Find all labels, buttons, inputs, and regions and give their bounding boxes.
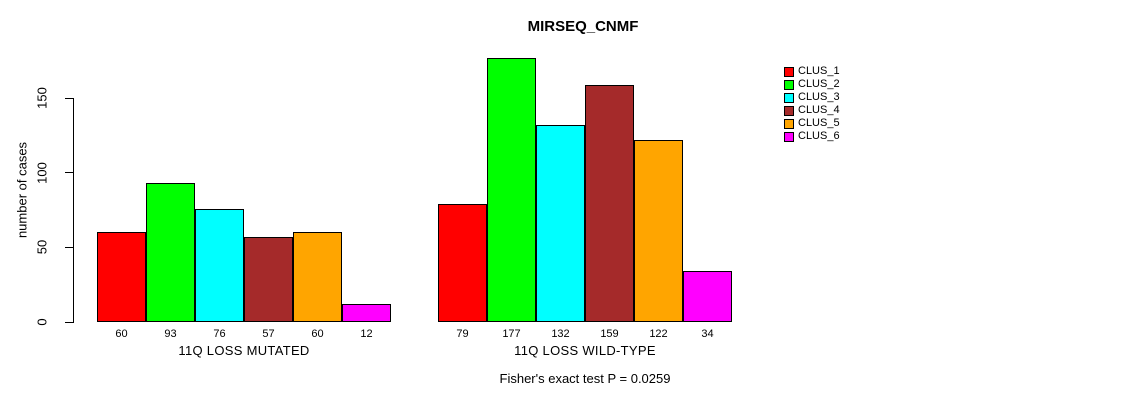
group-label-2: 11Q LOSS WILD-TYPE (514, 343, 656, 358)
y-tick (65, 246, 73, 248)
legend-label: CLUS_4 (798, 104, 840, 116)
bar-clus_5-group1 (293, 232, 342, 322)
bar-clus_6-group2 (683, 271, 732, 322)
group-label-1: 11Q LOSS MUTATED (178, 343, 310, 358)
y-tick-label: 50 (34, 240, 50, 255)
y-axis-label: number of cases (14, 141, 30, 239)
legend-swatch-icon (784, 66, 794, 77)
legend-label: CLUS_5 (798, 117, 840, 129)
bar-value-label: 12 (360, 328, 373, 340)
bar-clus_6-group1 (342, 304, 391, 322)
legend-swatch-icon (784, 118, 794, 129)
legend-swatch-icon (784, 105, 794, 116)
legend-item-clus_4: CLUS_4 (784, 104, 840, 117)
y-axis-line (73, 98, 74, 323)
bar-value-label: 60 (115, 328, 128, 340)
y-tick-label: 100 (34, 161, 50, 184)
bar-value-label: 93 (164, 328, 177, 340)
bar-clus_2-group2 (487, 57, 536, 322)
legend-item-clus_1: CLUS_1 (784, 65, 840, 78)
bar-clus_4-group1 (244, 236, 293, 322)
bar-clus_5-group2 (634, 139, 683, 322)
bar-value-label: 122 (649, 328, 668, 340)
legend-swatch-icon (784, 131, 794, 142)
y-tick (65, 97, 73, 99)
bar-value-label: 177 (502, 328, 521, 340)
bar-clus_1-group2 (438, 204, 487, 322)
y-tick-label: 0 (34, 318, 50, 326)
bar-clus_3-group1 (195, 208, 244, 322)
legend-item-clus_2: CLUS_2 (784, 78, 840, 91)
bar-value-label: 34 (701, 328, 714, 340)
bar-clus_4-group2 (585, 84, 634, 322)
legend-swatch-icon (784, 92, 794, 103)
fisher-test-annotation: Fisher's exact test P = 0.0259 (499, 371, 671, 386)
y-tick (65, 172, 73, 174)
bar-value-label: 57 (262, 328, 275, 340)
legend-swatch-icon (784, 79, 794, 90)
legend: CLUS_1 CLUS_2 CLUS_3 CLUS_4 CLUS_5 CLUS_6 (784, 65, 840, 143)
bar-value-label: 60 (311, 328, 324, 340)
legend-label: CLUS_6 (798, 130, 840, 142)
bar-value-label: 159 (600, 328, 619, 340)
bar-value-label: 132 (551, 328, 570, 340)
chart-title: MIRSEQ_CNMF (527, 18, 639, 35)
bar-value-label: 76 (213, 328, 226, 340)
legend-item-clus_3: CLUS_3 (784, 91, 840, 104)
bar-clus_1-group1 (97, 232, 146, 322)
legend-item-clus_6: CLUS_6 (784, 130, 840, 143)
legend-item-clus_5: CLUS_5 (784, 117, 840, 130)
y-tick-label: 150 (34, 87, 50, 109)
bar-clus_2-group1 (146, 183, 195, 322)
legend-label: CLUS_1 (798, 65, 840, 77)
legend-label: CLUS_2 (798, 78, 840, 90)
bar-value-label: 79 (456, 328, 469, 340)
bar-clus_3-group2 (536, 124, 585, 322)
legend-label: CLUS_3 (798, 91, 840, 103)
y-tick (65, 321, 73, 323)
